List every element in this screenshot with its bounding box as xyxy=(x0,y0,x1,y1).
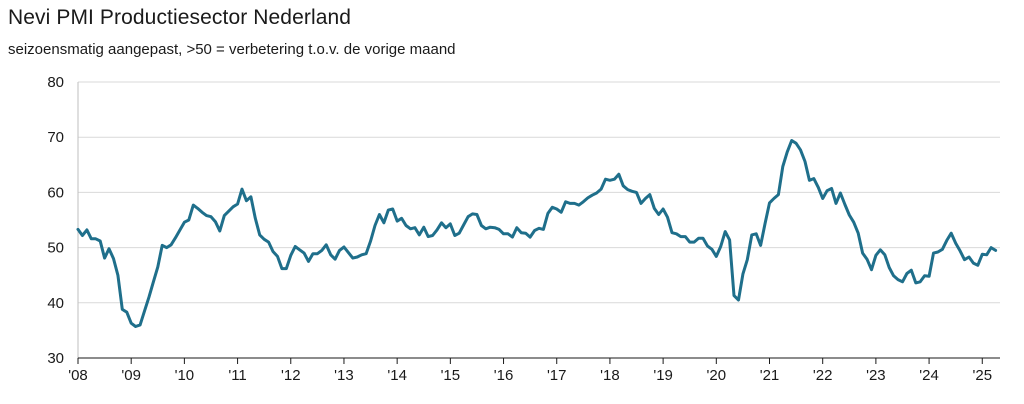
x-tick-label: '12 xyxy=(281,367,301,384)
pmi-series-line xyxy=(76,139,998,328)
x-tick-label: '18 xyxy=(600,367,620,384)
y-tick-label: 40 xyxy=(47,295,64,312)
x-tick-label: '24 xyxy=(919,367,939,384)
x-tick-label: '14 xyxy=(387,367,407,384)
y-tick-label: 70 xyxy=(47,129,64,146)
series-layer xyxy=(76,139,998,328)
x-tick-label: '20 xyxy=(707,367,727,384)
x-tick-label: '19 xyxy=(653,367,673,384)
x-tick-label: '17 xyxy=(547,367,567,384)
x-tick-label: '13 xyxy=(334,367,354,384)
y-tick-label: 60 xyxy=(47,184,64,201)
x-axis: '08 '09 '10 '11 '12 '13 '14 '15 '16 '17 '18 '19 '20 '… xyxy=(68,358,992,384)
x-tick-label: '08 xyxy=(68,367,88,384)
x-tick-label: '10 xyxy=(175,367,195,384)
y-tick-label: 30 xyxy=(47,350,64,367)
x-tick-label: '09 xyxy=(121,367,141,384)
x-tick-label: '25 xyxy=(972,367,992,384)
x-tick-label: '11 xyxy=(228,367,246,384)
y-tick-label: 80 xyxy=(47,74,64,91)
x-tick-label: '23 xyxy=(866,367,886,384)
x-tick-label: '21 xyxy=(760,367,780,384)
x-tick-label: '16 xyxy=(494,367,514,384)
x-tick-label: '15 xyxy=(441,367,461,384)
x-tick-label: '22 xyxy=(813,367,833,384)
grid-lines xyxy=(77,81,1000,359)
chart-title: Nevi PMI Productiesector Nederland xyxy=(8,6,352,29)
y-tick-label: 50 xyxy=(47,240,64,257)
chart-subtitle: seizoensmatig aangepast, >50 = verbeteri… xyxy=(8,41,456,58)
y-axis: 30 40 50 60 70 80 xyxy=(47,74,64,367)
